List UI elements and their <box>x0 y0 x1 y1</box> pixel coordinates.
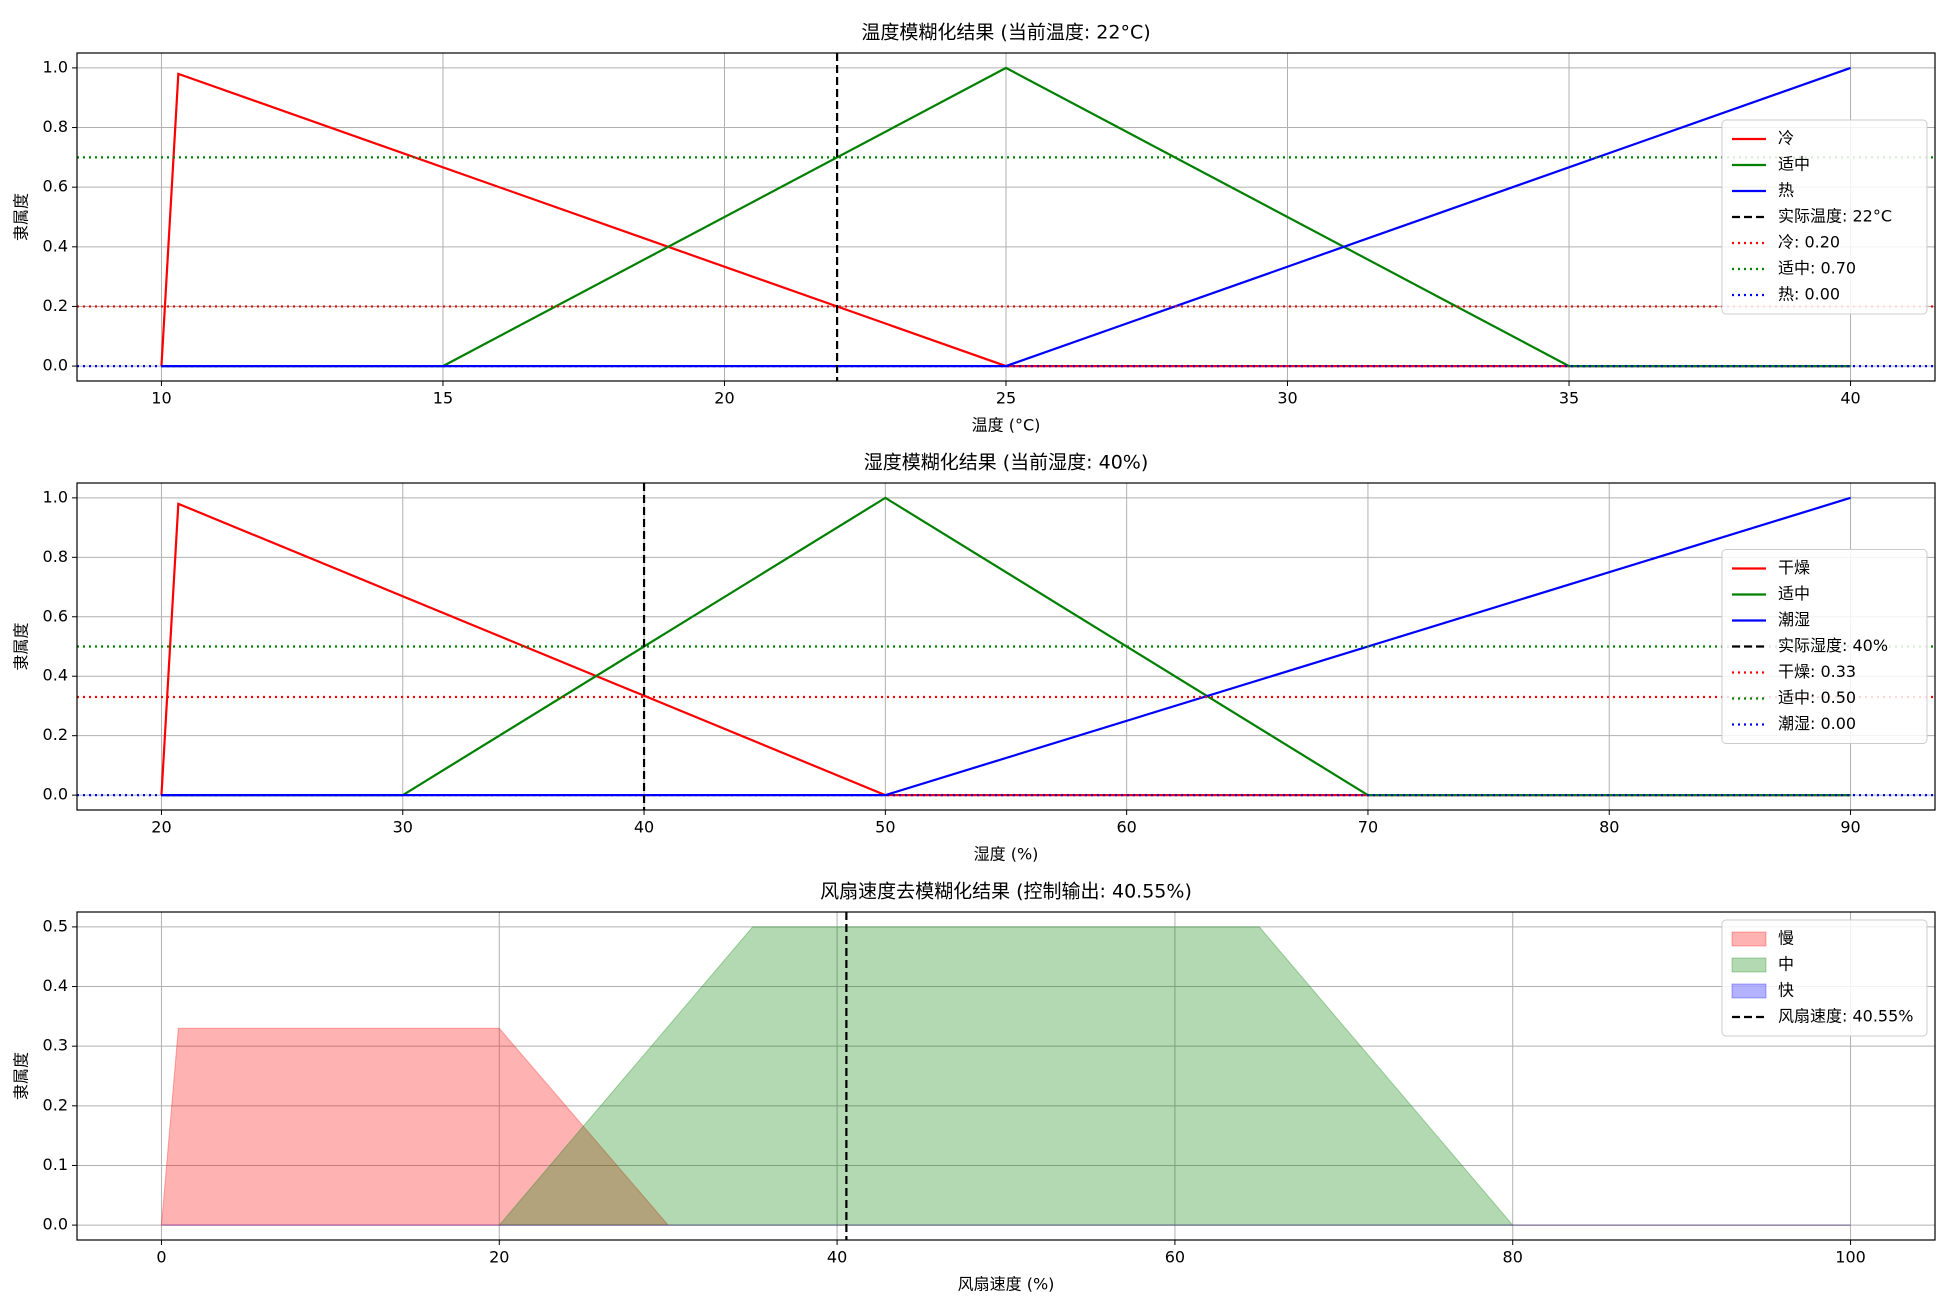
legend-label: 潮湿: 0.00 <box>1778 714 1856 733</box>
chart-title: 温度模糊化结果 (当前温度: 22°C) <box>861 22 1150 44</box>
x-tick-label: 15 <box>433 389 453 408</box>
y-axis-label: 隶属度 <box>12 193 31 241</box>
line <box>160 502 1851 797</box>
x-tick-label: 20 <box>489 1248 509 1267</box>
x-tick-label: 30 <box>393 818 413 837</box>
x-tick-label: 90 <box>1840 818 1860 837</box>
x-axis-label: 湿度 (%) <box>974 845 1039 864</box>
y-tick-label: 0.2 <box>43 725 68 744</box>
legend-label: 潮湿 <box>1778 610 1810 629</box>
plot-area <box>77 53 1935 381</box>
legend-label: 干燥: 0.33 <box>1778 662 1856 681</box>
x-tick-label: 60 <box>1116 818 1136 837</box>
x-tick-label: 20 <box>151 818 171 837</box>
legend-label: 冷 <box>1778 129 1794 148</box>
y-tick-label: 0.3 <box>43 1036 68 1055</box>
y-tick-label: 1.0 <box>43 487 68 506</box>
y-tick-label: 0.4 <box>43 236 68 255</box>
subplot: 风扇速度去模糊化结果 (控制输出: 40.55%) 风扇速度 (%) 隶属度 0.0 0… <box>12 881 1936 1294</box>
x-tick-label: 80 <box>1599 818 1619 837</box>
y-tick-label: 0.0 <box>43 785 68 804</box>
legend-label: 风扇速度: 40.55% <box>1778 1007 1914 1026</box>
legend-label: 干燥 <box>1778 558 1810 577</box>
chart-title: 湿度模糊化结果 (当前湿度: 40%) <box>864 452 1149 474</box>
y-tick-label: 1.0 <box>43 57 68 76</box>
y-axis-label: 隶属度 <box>12 622 31 670</box>
x-tick-label: 40 <box>634 818 654 837</box>
y-tick-label: 0.4 <box>43 666 68 685</box>
legend-label: 快 <box>1778 981 1794 1000</box>
legend-label: 热 <box>1778 181 1794 200</box>
legend-label: 适中 <box>1778 155 1810 174</box>
y-tick-label: 0.5 <box>43 916 68 935</box>
x-tick-label: 10 <box>151 389 171 408</box>
legend-label: 慢 <box>1778 929 1794 948</box>
x-tick-label: 40 <box>827 1248 847 1267</box>
y-tick-label: 0.8 <box>43 117 68 136</box>
plot-area <box>160 912 1851 1240</box>
legend-label: 适中: 0.50 <box>1778 688 1856 707</box>
axes-frame <box>76 482 1936 811</box>
legend-label: 冷: 0.20 <box>1778 233 1840 252</box>
legend-box <box>1721 119 1928 315</box>
subplot: 温度模糊化结果 (当前温度: 22°C) 温度 (°C) 隶属度 0.0 0.2 0.4 0… <box>12 22 1936 435</box>
x-tick-label: 40 <box>1840 389 1860 408</box>
x-tick-label: 30 <box>1277 389 1297 408</box>
legend-box <box>1721 919 1928 1037</box>
y-tick-label: 0.0 <box>43 356 68 375</box>
plot-area <box>77 483 1935 810</box>
x-tick-label: 35 <box>1559 389 1579 408</box>
x-axis-label: 风扇速度 (%) <box>958 1275 1055 1294</box>
x-tick-label: 20 <box>714 389 734 408</box>
legend-label: 热: 0.00 <box>1778 285 1840 304</box>
legend-label: 实际湿度: 40% <box>1778 636 1888 655</box>
y-tick-label: 0.6 <box>43 177 68 196</box>
line <box>161 66 1851 368</box>
y-tick-label: 0.8 <box>43 547 68 566</box>
area <box>498 926 1851 1226</box>
y-tick-label: 0.6 <box>43 606 68 625</box>
x-tick-label: 60 <box>1165 1248 1185 1267</box>
x-axis-label: 温度 (°C) <box>972 416 1041 435</box>
legend-label: 中 <box>1778 955 1794 974</box>
x-tick-label: 0 <box>156 1248 166 1267</box>
x-tick-label: 25 <box>996 389 1016 408</box>
x-tick-label: 50 <box>875 818 895 837</box>
x-tick-label: 70 <box>1358 818 1378 837</box>
legend-swatch <box>1731 957 1767 973</box>
y-axis-label: 隶属度 <box>12 1052 31 1100</box>
subplot: 湿度模糊化结果 (当前湿度: 40%) 湿度 (%) 隶属度 0.0 0.2 0.4 0.6… <box>12 452 1936 864</box>
legend-label: 实际温度: 22°C <box>1778 207 1892 226</box>
legend-label: 适中 <box>1778 584 1810 603</box>
x-tick-label: 80 <box>1503 1248 1523 1267</box>
y-tick-label: 0.1 <box>43 1155 68 1174</box>
y-tick-label: 0.2 <box>43 1095 68 1114</box>
axes-frame <box>76 911 1936 1241</box>
axes-frame <box>76 52 1936 382</box>
area <box>160 1027 1851 1226</box>
y-tick-label: 0.4 <box>43 976 68 995</box>
legend-swatch <box>1731 983 1767 999</box>
x-tick-label: 100 <box>1835 1248 1866 1267</box>
legend-label: 适中: 0.70 <box>1778 259 1856 278</box>
legend-box <box>1721 549 1928 744</box>
y-tick-label: 0.0 <box>43 1215 68 1234</box>
y-tick-label: 0.2 <box>43 296 68 315</box>
chart-title: 风扇速度去模糊化结果 (控制输出: 40.55%) <box>820 881 1192 903</box>
legend-swatch <box>1731 931 1767 947</box>
